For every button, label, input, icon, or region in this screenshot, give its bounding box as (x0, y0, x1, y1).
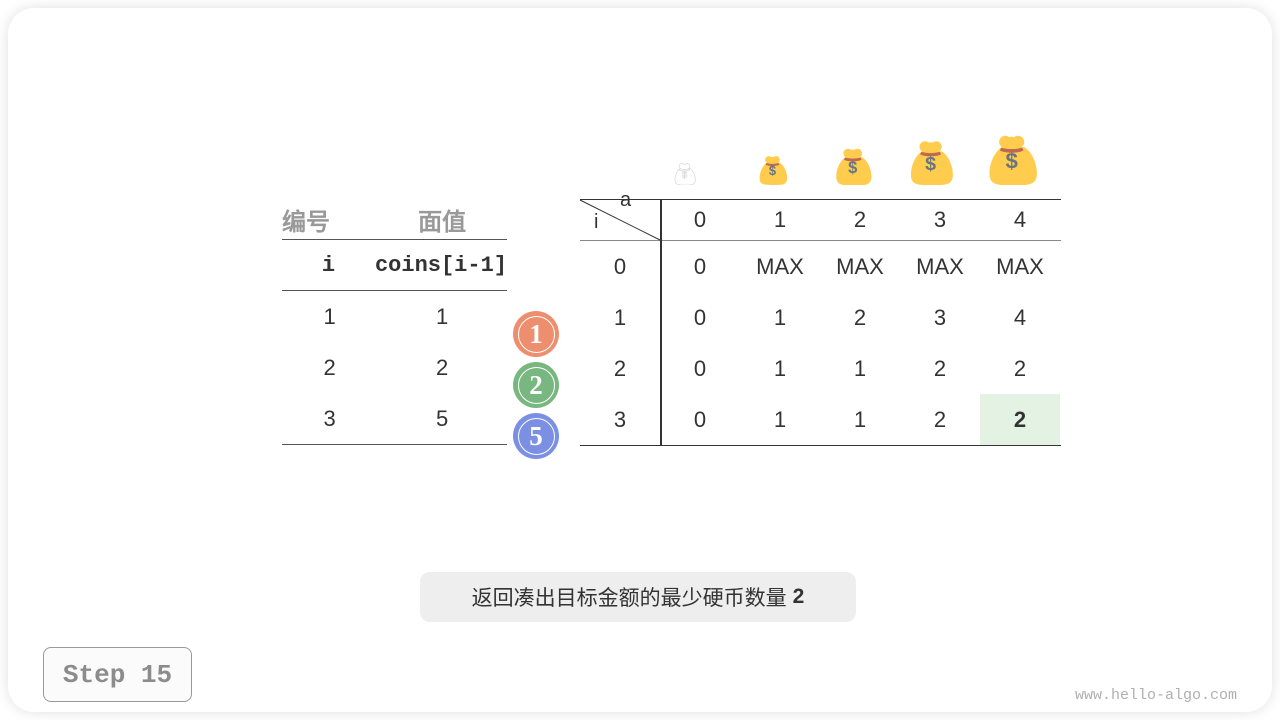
svg-text:$: $ (848, 158, 857, 176)
svg-text:$: $ (682, 170, 688, 181)
svg-text:$: $ (769, 163, 776, 178)
svg-text:$: $ (1005, 148, 1018, 173)
svg-text:$: $ (925, 153, 936, 175)
